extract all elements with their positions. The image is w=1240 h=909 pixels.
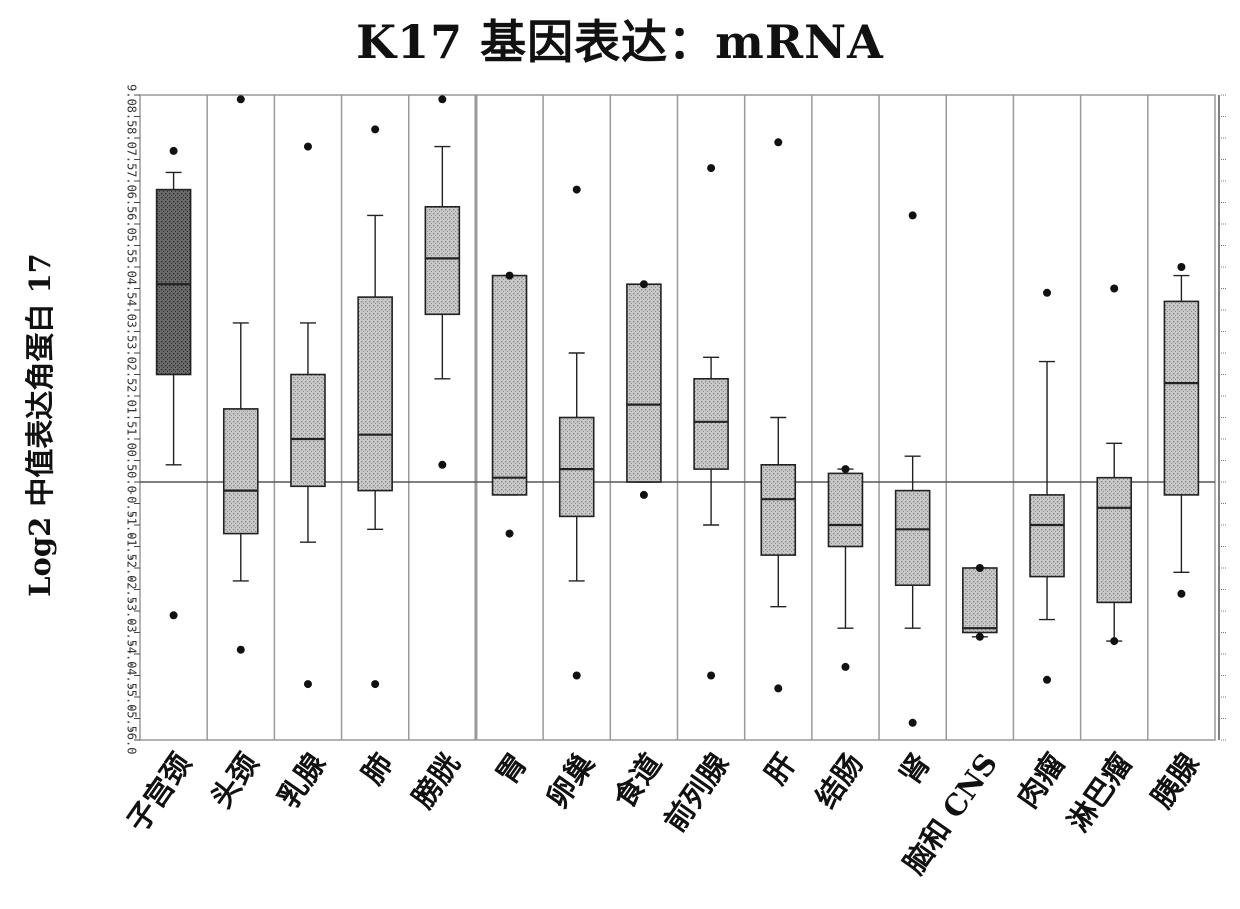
- box-iqr: [761, 465, 795, 555]
- box-iqr: [1164, 301, 1198, 495]
- box-plot: 9.08.58.07.57.06.56.05.55.04.54.03.53.02…: [0, 0, 1240, 909]
- outlier-point: [1110, 637, 1118, 645]
- outlier-point: [774, 138, 782, 146]
- y-tick-label: 6.0: [125, 213, 139, 235]
- outlier-point: [640, 280, 648, 288]
- category-label: 肝: [758, 747, 802, 790]
- outlier-point: [371, 680, 379, 688]
- box-iqr: [291, 375, 325, 487]
- y-tick-label: 1.5: [125, 407, 139, 429]
- y-tick-label: 6.5: [125, 192, 139, 214]
- box-iqr: [694, 379, 728, 469]
- y-tick-label: 4.0: [125, 299, 139, 321]
- y-tick-label: 7.5: [125, 149, 139, 171]
- category-label: 肺: [355, 747, 399, 790]
- box-iqr: [358, 297, 392, 491]
- outlier-point: [841, 663, 849, 671]
- outlier-point: [573, 672, 581, 680]
- box-iqr: [224, 409, 258, 534]
- outlier-point: [304, 143, 312, 151]
- category-label: 头颈: [204, 747, 265, 814]
- category-label: 食道: [607, 747, 668, 814]
- category-label: 前列腺: [658, 746, 736, 838]
- y-tick-label: 4.5: [125, 278, 139, 300]
- y-tick-label: 2.0: [125, 385, 139, 407]
- y-tick-label: 9.0: [125, 84, 139, 106]
- y-tick-label: 2.5: [125, 364, 139, 386]
- y-tick-label: 3.0: [125, 342, 139, 364]
- y-tick-label: 8.5: [125, 106, 139, 128]
- outlier-point: [909, 719, 917, 727]
- outlier-point: [1110, 285, 1118, 293]
- category-label: 淋巴瘤: [1061, 747, 1139, 838]
- y-tick-label: 8.0: [125, 127, 139, 149]
- outlier-point: [707, 672, 715, 680]
- outlier-point: [1177, 263, 1185, 271]
- box-iqr: [627, 284, 661, 482]
- box-iqr: [493, 276, 527, 495]
- y-tick-label: 7.0: [125, 170, 139, 192]
- outlier-point: [237, 646, 245, 654]
- outlier-point: [909, 211, 917, 219]
- box-iqr: [425, 207, 459, 314]
- box-group: [627, 280, 661, 499]
- category-label: 结肠: [809, 747, 870, 814]
- y-tick-label: 0.5: [125, 450, 139, 472]
- category-label: 胃: [489, 747, 533, 790]
- y-tick-label: -6.0: [125, 726, 139, 755]
- y-tick-label: 5.5: [125, 235, 139, 257]
- outlier-point: [774, 684, 782, 692]
- outlier-point: [170, 611, 178, 619]
- category-label: 子宫颈: [120, 747, 198, 838]
- box-iqr: [963, 568, 997, 633]
- box-iqr: [1097, 478, 1131, 603]
- outlier-point: [707, 164, 715, 172]
- outlier-point: [438, 95, 446, 103]
- outlier-point: [1043, 289, 1051, 297]
- outlier-point: [170, 147, 178, 155]
- category-label: 膀胱: [405, 747, 467, 815]
- outlier-point: [506, 530, 514, 538]
- y-tick-label: 3.5: [125, 321, 139, 343]
- box-iqr: [157, 190, 191, 375]
- box-iqr: [560, 418, 594, 517]
- outlier-point: [237, 95, 245, 103]
- category-label: 肾: [892, 747, 936, 790]
- category-label: 卵巢: [540, 747, 601, 814]
- outlier-point: [506, 272, 514, 280]
- outlier-point: [640, 491, 648, 499]
- outlier-point: [976, 633, 984, 641]
- outlier-point: [1177, 590, 1185, 598]
- y-tick-label: 5.0: [125, 256, 139, 278]
- category-label: 胰腺: [1145, 746, 1207, 814]
- outlier-point: [371, 125, 379, 133]
- box-iqr: [828, 473, 862, 546]
- y-tick-label: 1.0: [125, 428, 139, 450]
- box-iqr: [1030, 495, 1064, 577]
- outlier-point: [304, 680, 312, 688]
- box-group: [963, 564, 997, 641]
- outlier-point: [573, 186, 581, 194]
- outlier-point: [976, 564, 984, 572]
- outlier-point: [1043, 676, 1051, 684]
- category-label: 肉瘤: [1010, 747, 1071, 814]
- box-iqr: [896, 491, 930, 586]
- category-label: 乳腺: [271, 746, 333, 814]
- outlier-point: [841, 465, 849, 473]
- outlier-point: [438, 461, 446, 469]
